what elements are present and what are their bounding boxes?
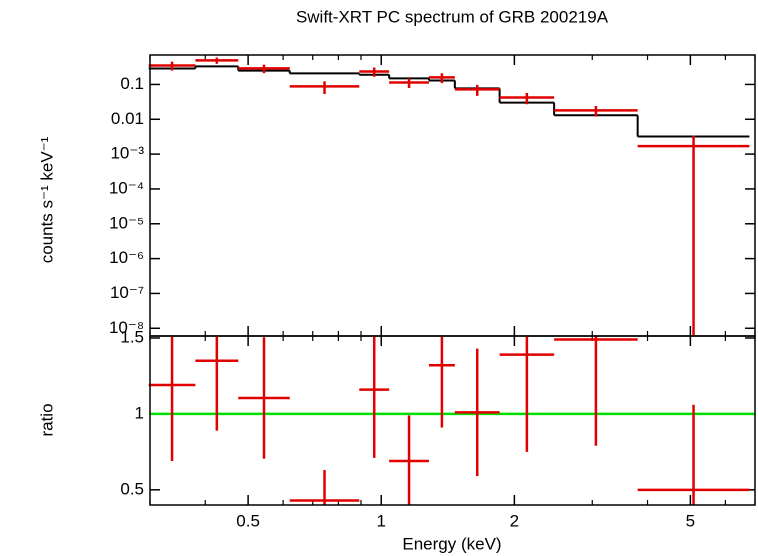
x-tick-label: 0.5 — [236, 511, 260, 530]
plot-frame — [149, 335, 756, 506]
y-tick-label: 10⁻⁶ — [109, 248, 144, 267]
y-tick-label: 0.1 — [120, 74, 144, 93]
y-axis-label: ratio — [37, 403, 56, 436]
y-tick-label: 0.5 — [120, 479, 144, 498]
y-tick-label: 10⁻⁴ — [109, 178, 144, 197]
y-tick-label: 1 — [135, 403, 144, 422]
x-tick-label: 5 — [686, 511, 695, 530]
x-tick-label: 1 — [377, 511, 386, 530]
chart-title: Swift-XRT PC spectrum of GRB 200219A — [296, 7, 609, 26]
y-tick-label: 10⁻⁸ — [109, 318, 144, 337]
x-axis-label: Energy (keV) — [402, 534, 501, 553]
y-tick-label: 0.01 — [111, 109, 144, 128]
y-tick-label: 1.5 — [120, 327, 144, 346]
y-tick-label: 10⁻⁷ — [110, 283, 144, 302]
x-tick-label: 2 — [510, 511, 519, 530]
y-tick-label: 10⁻³ — [110, 144, 144, 163]
y-tick-label: 10⁻⁵ — [109, 213, 144, 232]
y-axis-label: counts s⁻¹ keV⁻¹ — [37, 136, 56, 263]
